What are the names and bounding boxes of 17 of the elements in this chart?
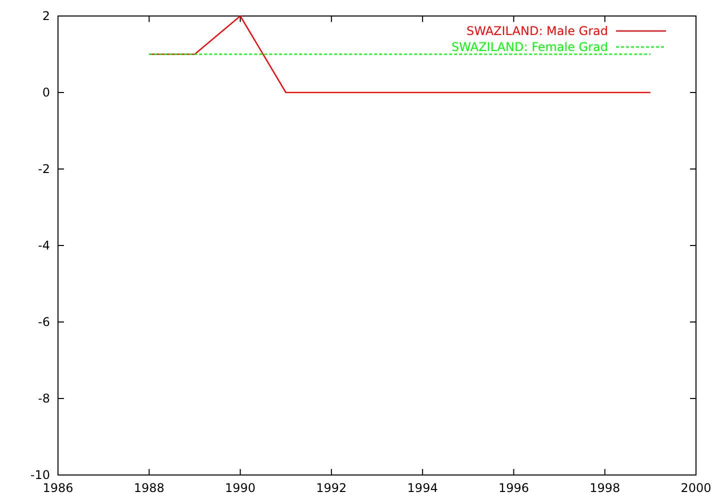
x-tick-label: 1992 (316, 481, 347, 495)
x-tick-label: 1988 (134, 481, 164, 495)
y-tick-label: -6 (38, 315, 50, 329)
x-tick-label: 1996 (498, 481, 529, 495)
x-tick-label: 1994 (407, 481, 438, 495)
legend-label: SWAZILAND: Female Grad (452, 40, 608, 54)
y-tick-label: -4 (38, 238, 50, 252)
x-tick-label: 1998 (590, 481, 620, 495)
x-tick-label: 1990 (225, 481, 256, 495)
x-tick-label: 1986 (42, 481, 74, 495)
y-tick-label: 0 (42, 86, 50, 100)
x-tick-label: 2000 (680, 481, 712, 495)
y-tick-label: 2 (42, 9, 50, 23)
y-tick-label: -10 (30, 468, 50, 482)
y-tick-label: -8 (38, 392, 50, 406)
legend-label: SWAZILAND: Male Grad (466, 24, 608, 38)
y-tick-label: -2 (38, 162, 50, 176)
